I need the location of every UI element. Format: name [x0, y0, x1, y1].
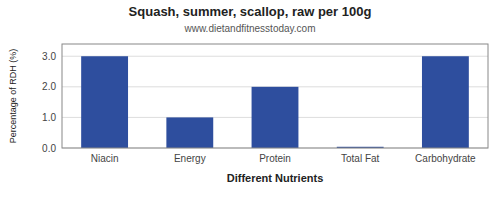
y-tick-label: 0.0 [42, 143, 56, 154]
y-tick-label: 2.0 [42, 81, 56, 92]
y-axis: 0.0 1.0 2.0 3.0 [42, 51, 56, 154]
x-tick-label: Protein [259, 153, 291, 164]
x-tick-label: Total Fat [341, 153, 380, 164]
bar [81, 56, 128, 148]
y-axis-label: Percentage of RDH (%) [8, 49, 18, 144]
page: {"chart_data": {"type": "bar", "title": … [0, 0, 500, 200]
grid [62, 56, 488, 148]
x-tick-label: Carbohydrate [415, 153, 476, 164]
bar [252, 87, 299, 148]
plot-frame [62, 44, 488, 148]
x-tick-label: Niacin [91, 153, 119, 164]
y-tick-label: 1.0 [42, 112, 56, 123]
x-axis-label: Different Nutrients [227, 172, 324, 184]
y-tick-label: 3.0 [42, 51, 56, 62]
bars [81, 56, 469, 148]
x-tick-label: Energy [174, 153, 206, 164]
bar [166, 117, 213, 148]
bar [422, 56, 469, 148]
chart: Squash, summer, scallop, raw per 100g www… [0, 0, 500, 200]
title: Squash, summer, scallop, raw per 100g [129, 4, 372, 19]
x-axis: Niacin Energy Protein Total Fat Carbohydrate [91, 153, 476, 164]
subtitle: www.dietandfitnesstoday.com [184, 23, 316, 34]
